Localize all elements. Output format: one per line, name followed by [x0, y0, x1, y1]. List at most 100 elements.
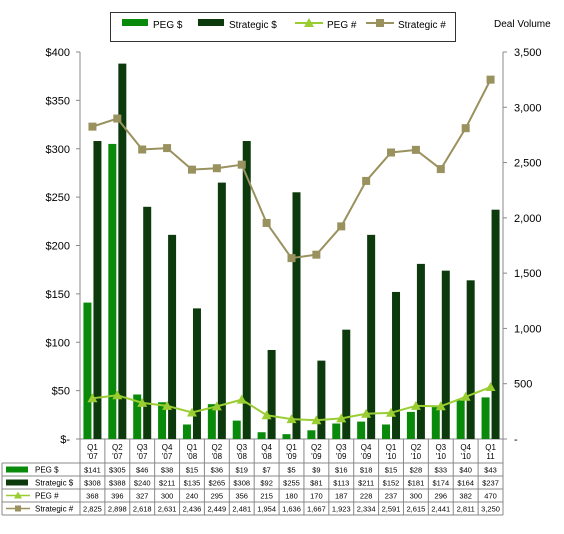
- table-cell-peg--13: $28: [410, 466, 423, 475]
- bar-peg--0: [83, 302, 92, 439]
- table-cell-strategic--1: 2,898: [108, 505, 127, 514]
- chart-legend: PEG $ Strategic $ PEG # Strategic #: [110, 12, 456, 42]
- category-label-line2-4: '08: [187, 452, 198, 461]
- category-label-line2-9: '09: [311, 452, 322, 461]
- point-peg--13: [410, 400, 421, 410]
- table-cell-peg--15: $40: [459, 466, 472, 475]
- category-label-line2-10: '09: [336, 452, 347, 461]
- bar-strategic--13: [416, 263, 425, 439]
- table-cell-peg--16: $43: [484, 466, 497, 475]
- category-label-line2-14: '10: [436, 452, 447, 461]
- table-key-strategic-: [6, 479, 28, 486]
- table-cell-strategic--16: 3,250: [481, 505, 500, 514]
- point-strategic--11: [362, 176, 371, 185]
- bar-strategic--9: [317, 360, 326, 439]
- bar-peg--1: [108, 143, 117, 439]
- point-peg--0: [87, 393, 98, 403]
- table-cell-peg--0: 368: [86, 492, 99, 501]
- table-cell-strategic--2: 2,618: [133, 505, 152, 514]
- category-label-line1-14: Q3: [435, 443, 446, 452]
- point-peg--2: [137, 397, 148, 407]
- table-cell-strategic--8: $255: [283, 479, 300, 488]
- bar-strategic--16: [491, 209, 500, 439]
- bar-strategic--12: [392, 291, 401, 439]
- table-row-label-strategic-: Strategic $: [35, 479, 74, 488]
- point-strategic--10: [337, 222, 346, 231]
- table-cell-strategic--7: $92: [260, 479, 273, 488]
- table-cell-strategic--0: $308: [84, 479, 101, 488]
- bar-peg--5: [207, 404, 216, 439]
- table-cell-strategic--0: 2,825: [83, 505, 102, 514]
- table-cell-peg--7: $7: [262, 466, 270, 475]
- table-key-strategic-: [15, 505, 21, 512]
- table-cell-peg--14: 296: [435, 492, 448, 501]
- table-cell-strategic--13: 2,615: [407, 505, 426, 514]
- table-cell-peg--3: $38: [161, 466, 174, 475]
- table-cell-strategic--7: 1,954: [257, 505, 276, 514]
- table-cell-peg--7: 215: [260, 492, 273, 501]
- table-row-label-peg-: PEG #: [35, 492, 59, 501]
- table-cell-strategic--3: $211: [159, 479, 175, 488]
- category-label-line1-10: Q3: [336, 443, 347, 452]
- legend-label-strategic-count: Strategic #: [398, 20, 446, 31]
- point-peg--14: [435, 401, 446, 411]
- category-label-line2-7: '08: [261, 452, 272, 461]
- table-cell-peg--13: 300: [410, 492, 423, 501]
- bar-peg--14: [431, 407, 440, 439]
- table-cell-peg--5: $36: [211, 466, 224, 475]
- left-axis-tick-label: $100: [46, 337, 70, 349]
- table-cell-peg--1: 396: [111, 492, 124, 501]
- table-cell-strategic--12: $152: [383, 479, 400, 488]
- category-label-line2-1: '07: [112, 452, 123, 461]
- legend-swatch-strategic-dollar: [198, 19, 224, 26]
- point-peg--1: [112, 390, 123, 400]
- category-label-line1-5: Q2: [212, 443, 223, 452]
- table-cell-strategic--8: 1,636: [282, 505, 301, 514]
- bar-strategic--0: [93, 141, 102, 439]
- point-strategic--15: [461, 124, 470, 133]
- table-cell-strategic--9: 1,667: [307, 505, 326, 514]
- category-label-line1-6: Q3: [236, 443, 247, 452]
- table-cell-peg--8: $5: [287, 466, 295, 475]
- category-label-line2-2: '07: [137, 452, 148, 461]
- point-peg--11: [361, 408, 372, 418]
- left-axis-tick-label: $150: [46, 289, 70, 301]
- legend-swatch-peg-count: [295, 18, 323, 27]
- category-label-line2-6: '08: [237, 452, 248, 461]
- table-cell-strategic--14: 2,441: [431, 505, 450, 514]
- bar-peg--7: [257, 432, 266, 439]
- left-axis-tick-label: $350: [46, 95, 70, 107]
- point-strategic--6: [237, 160, 246, 169]
- bar-strategic--6: [242, 141, 251, 439]
- table-cell-strategic--6: 2,481: [232, 505, 251, 514]
- category-label-line1-12: Q1: [386, 443, 397, 452]
- point-strategic--8: [287, 254, 296, 263]
- point-strategic--14: [436, 165, 445, 174]
- table-cell-peg--11: 228: [360, 492, 373, 501]
- bar-strategic--2: [143, 206, 152, 439]
- category-label-line2-0: '07: [87, 452, 98, 461]
- table-cell-peg--2: $46: [136, 466, 149, 475]
- point-strategic--1: [113, 114, 122, 123]
- bar-strategic--10: [342, 329, 351, 439]
- legend-label-peg-dollar: PEG $: [153, 20, 183, 31]
- table-cell-peg--16: 470: [484, 492, 497, 501]
- legend-swatch-strategic-count: [366, 19, 394, 27]
- category-label-line1-8: Q1: [286, 443, 297, 452]
- legend-label-peg-count: PEG #: [327, 20, 357, 31]
- bar-peg--9: [307, 430, 316, 439]
- category-label-line2-16: 11: [486, 452, 495, 461]
- table-cell-peg--3: 300: [161, 492, 174, 501]
- table-row-label-strategic-: Strategic #: [35, 505, 74, 514]
- table-cell-strategic--11: 2,334: [357, 505, 376, 514]
- table-cell-peg--5: 295: [211, 492, 224, 501]
- table-cell-strategic--9: $81: [310, 479, 323, 488]
- point-peg--7: [261, 410, 272, 420]
- bar-peg--10: [332, 423, 341, 439]
- left-axis-tick-label: $300: [46, 144, 70, 156]
- table-key-peg-: [6, 466, 28, 473]
- table-cell-strategic--5: $265: [209, 479, 226, 488]
- point-strategic--2: [138, 145, 147, 154]
- point-peg--12: [386, 407, 397, 417]
- table-cell-strategic--6: $308: [233, 479, 250, 488]
